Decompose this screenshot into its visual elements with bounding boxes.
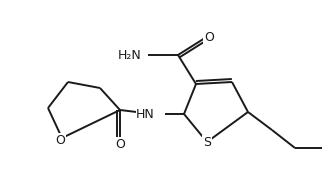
Text: HN: HN: [136, 107, 155, 120]
Text: H₂N: H₂N: [118, 48, 142, 61]
Text: O: O: [204, 31, 214, 43]
Text: O: O: [115, 137, 125, 151]
Text: S: S: [203, 135, 211, 149]
Text: O: O: [55, 134, 65, 147]
